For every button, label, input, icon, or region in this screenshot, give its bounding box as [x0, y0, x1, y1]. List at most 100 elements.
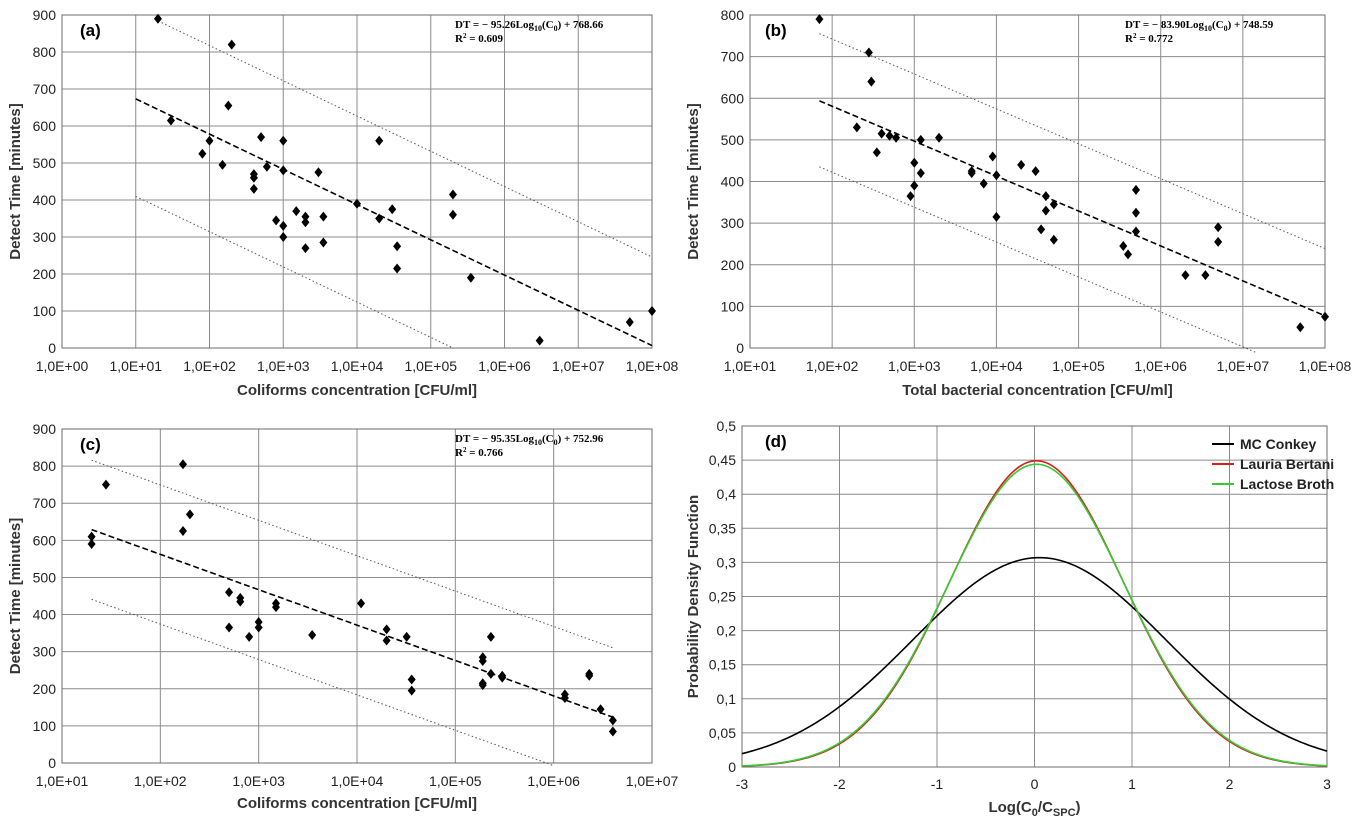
- r-squared: R2 = 0.609: [455, 32, 503, 45]
- y-tick-label: 600: [33, 118, 57, 134]
- equation-text: (C: [542, 433, 554, 445]
- data-point: [1037, 224, 1046, 235]
- y-tick-label: 400: [33, 607, 57, 623]
- data-point: [1124, 249, 1133, 260]
- equation-text: DT = − 95.26Log: [455, 19, 534, 31]
- x-tick-label: 1,0E+08: [1299, 358, 1352, 374]
- data-point: [254, 616, 263, 627]
- y-tick-label: 300: [33, 644, 57, 660]
- x-tick-label: 1,0E+03: [257, 358, 310, 374]
- data-point: [225, 587, 234, 598]
- data-point: [967, 168, 976, 179]
- data-point: [448, 209, 457, 220]
- data-point: [393, 263, 402, 274]
- data-point: [292, 206, 301, 217]
- r-squared-label: R: [1125, 33, 1134, 45]
- x-tick-label: 1,0E+04: [331, 358, 384, 374]
- r-squared-label: R: [455, 33, 464, 45]
- regression-equation: DT = − 95.35Log10(C0) + 752.96: [455, 433, 604, 447]
- data-point: [382, 624, 391, 635]
- x-axis-label: Total bacterial concentration [CFU/ml]: [902, 382, 1173, 399]
- data-point: [301, 243, 310, 254]
- y-tick-label: 400: [33, 192, 57, 208]
- y-tick-label: 0,05: [709, 725, 736, 741]
- x-tick-label: 2: [1226, 776, 1234, 792]
- data-point: [357, 598, 366, 609]
- y-tick-label: 0,15: [709, 657, 736, 673]
- x-axis-label: Coliforms concentration [CFU/ml]: [237, 382, 477, 399]
- x-tick-label: 1,0E+04: [331, 773, 384, 789]
- data-point: [301, 211, 310, 222]
- y-tick-label: 400: [721, 174, 745, 190]
- data-point: [375, 213, 384, 224]
- data-point: [279, 135, 288, 146]
- y-tick-label: 800: [33, 458, 57, 474]
- x-tick-label: 1,0E+05: [404, 358, 457, 374]
- x-axis-label-subscript: SPC: [1053, 807, 1076, 819]
- y-axis-label: Detect Time [minutes]: [7, 518, 24, 674]
- confidence-bound-line: [819, 166, 1258, 354]
- x-tick-label: -1: [931, 776, 944, 792]
- confidence-bound-line: [91, 598, 554, 767]
- y-tick-label: 100: [33, 303, 57, 319]
- r-squared: R2 = 0.766: [455, 446, 503, 459]
- data-point: [608, 726, 617, 737]
- data-point: [393, 241, 402, 252]
- data-point: [1201, 270, 1210, 281]
- y-axis-label: Detect Time [minutes]: [685, 103, 702, 259]
- chart-panel-c: 1,0E+01 1,0E+02 1,0E+03 1,0E+04 1,0E+05 1,0E+…: [7, 421, 678, 812]
- data-point: [388, 204, 397, 215]
- y-tick-label: 0,2: [717, 623, 737, 639]
- data-point: [877, 128, 886, 139]
- y-tick-label: 100: [721, 298, 745, 314]
- data-point: [1041, 205, 1050, 216]
- data-point: [198, 148, 207, 159]
- y-tick-label: 300: [721, 215, 745, 231]
- x-tick-label: 1,0E+01: [109, 358, 162, 374]
- x-tick-label: 1,0E+06: [1134, 358, 1187, 374]
- data-point: [249, 172, 258, 183]
- x-tick-label: -3: [736, 776, 749, 792]
- y-tick-label: 700: [33, 495, 57, 511]
- data-point: [916, 168, 925, 179]
- data-point: [407, 674, 416, 685]
- data-point: [301, 217, 310, 228]
- x-tick-label: 1,0E+06: [527, 773, 580, 789]
- y-tick-label: 300: [33, 229, 57, 245]
- equation-subscript: 0: [554, 24, 558, 33]
- data-point: [87, 531, 96, 542]
- r-squared-superscript: 2: [1133, 32, 1137, 40]
- panel-label: (c): [80, 435, 101, 454]
- data-point: [1131, 207, 1140, 218]
- data-point: [227, 39, 236, 50]
- data-point: [1131, 226, 1140, 237]
- x-tick-label: 1,0E+02: [134, 773, 187, 789]
- x-tick-label: 1,0E+02: [806, 358, 859, 374]
- equation-subscript: 0: [554, 438, 558, 447]
- y-tick-label: 800: [721, 7, 745, 23]
- x-tick-label: 1,0E+05: [1052, 358, 1105, 374]
- data-point: [872, 147, 881, 158]
- data-point: [382, 635, 391, 646]
- data-point: [486, 668, 495, 679]
- y-tick-label: 0,3: [717, 554, 737, 570]
- data-point: [1214, 236, 1223, 247]
- panel-label: (d): [765, 432, 787, 451]
- y-tick-label: 600: [33, 532, 57, 548]
- y-tick-label: 0: [736, 340, 744, 356]
- x-tick-label: 0: [1031, 776, 1039, 792]
- equation-text: (C: [542, 19, 554, 31]
- regression-equation: DT = − 83.90Log10(C0) + 748.59: [1125, 19, 1274, 33]
- data-point: [375, 135, 384, 146]
- plot-frame: [741, 425, 1328, 768]
- x-tick-label: 1,0E+05: [429, 773, 482, 789]
- data-point: [185, 509, 194, 520]
- y-tick-label: 500: [33, 155, 57, 171]
- data-point: [279, 220, 288, 231]
- data-point: [271, 602, 280, 613]
- y-tick-label: 0: [728, 759, 736, 775]
- y-axis-label: Probability Density Function: [685, 495, 702, 698]
- data-point: [272, 215, 281, 226]
- equation-text: DT = − 83.90Log: [1125, 19, 1204, 31]
- data-point: [1049, 199, 1058, 210]
